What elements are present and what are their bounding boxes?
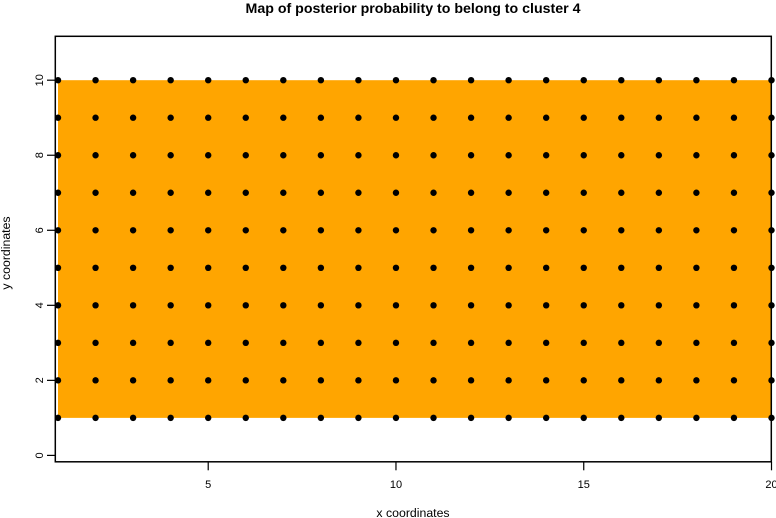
svg-text:8: 8 bbox=[34, 152, 46, 158]
svg-text:10: 10 bbox=[34, 74, 46, 86]
svg-text:y coordinates: y coordinates bbox=[0, 216, 13, 289]
svg-text:20: 20 bbox=[765, 479, 776, 491]
svg-text:10: 10 bbox=[390, 479, 402, 491]
svg-text:15: 15 bbox=[578, 479, 590, 491]
svg-text:Map of posterior probability t: Map of posterior probability to belong t… bbox=[246, 1, 581, 17]
svg-text:5: 5 bbox=[205, 479, 211, 491]
svg-text:0: 0 bbox=[34, 452, 46, 458]
svg-text:4: 4 bbox=[34, 302, 46, 308]
svg-text:x coordinates: x coordinates bbox=[376, 506, 449, 518]
svg-text:6: 6 bbox=[34, 227, 46, 233]
svg-text:2: 2 bbox=[34, 377, 46, 383]
